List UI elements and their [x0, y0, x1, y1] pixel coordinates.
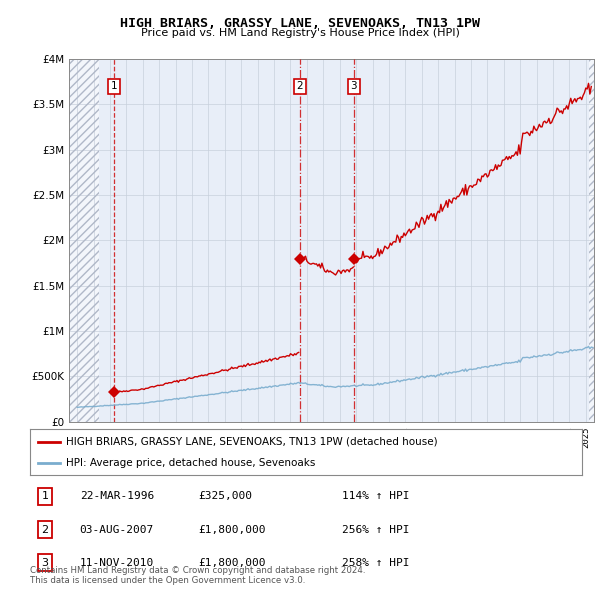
- Bar: [589, 59, 594, 422]
- Text: £1,800,000: £1,800,000: [199, 525, 266, 535]
- Text: 256% ↑ HPI: 256% ↑ HPI: [342, 525, 409, 535]
- Bar: [589, 59, 594, 422]
- Text: 2: 2: [41, 525, 49, 535]
- Text: HIGH BRIARS, GRASSY LANE, SEVENOAKS, TN13 1PW: HIGH BRIARS, GRASSY LANE, SEVENOAKS, TN1…: [120, 17, 480, 30]
- Text: 03-AUG-2007: 03-AUG-2007: [80, 525, 154, 535]
- Text: HIGH BRIARS, GRASSY LANE, SEVENOAKS, TN13 1PW (detached house): HIGH BRIARS, GRASSY LANE, SEVENOAKS, TN1…: [66, 437, 437, 447]
- Text: Price paid vs. HM Land Registry's House Price Index (HPI): Price paid vs. HM Land Registry's House …: [140, 28, 460, 38]
- Text: Contains HM Land Registry data © Crown copyright and database right 2024.
This d: Contains HM Land Registry data © Crown c…: [30, 566, 365, 585]
- Text: 1: 1: [41, 491, 49, 502]
- Text: 1: 1: [110, 81, 117, 91]
- Text: £325,000: £325,000: [199, 491, 253, 502]
- Text: 258% ↑ HPI: 258% ↑ HPI: [342, 558, 409, 568]
- Text: HPI: Average price, detached house, Sevenoaks: HPI: Average price, detached house, Seve…: [66, 458, 315, 468]
- Text: 2: 2: [296, 81, 304, 91]
- Text: 3: 3: [350, 81, 357, 91]
- Text: 22-MAR-1996: 22-MAR-1996: [80, 491, 154, 502]
- Text: 11-NOV-2010: 11-NOV-2010: [80, 558, 154, 568]
- Text: £1,800,000: £1,800,000: [199, 558, 266, 568]
- Text: 3: 3: [41, 558, 49, 568]
- Text: 114% ↑ HPI: 114% ↑ HPI: [342, 491, 409, 502]
- Bar: [69, 59, 98, 422]
- Bar: [69, 59, 98, 422]
